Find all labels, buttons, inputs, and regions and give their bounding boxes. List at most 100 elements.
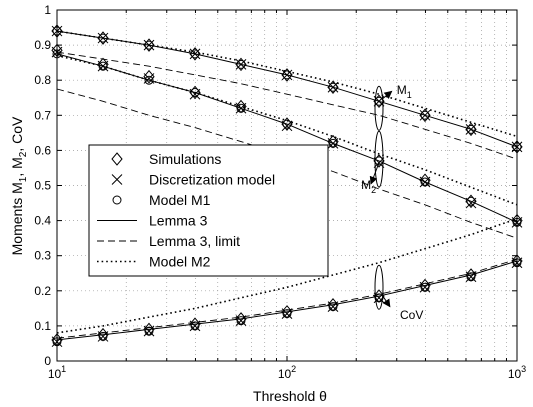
legend-entry: Simulations (111, 151, 221, 167)
marker-x (281, 308, 293, 319)
y-tick-label: 1 (44, 3, 51, 17)
cov-group-ellipse (374, 264, 384, 310)
marker-circle (98, 61, 108, 71)
series-line (56, 258, 518, 339)
series-m1-x (51, 25, 523, 153)
legend-label: Lemma 3 (149, 213, 208, 229)
m1-group-ellipse (374, 85, 384, 131)
marker-circle (236, 103, 246, 113)
series-line (56, 51, 518, 160)
annotation-text: CoV (400, 308, 423, 322)
marker-x (111, 174, 123, 185)
annotation-sub: 1 (407, 90, 412, 100)
series-line (56, 30, 518, 148)
marker-circle (236, 59, 246, 69)
marker-circle (282, 309, 292, 319)
marker-circle (282, 70, 292, 80)
x-tick-exponent: 1 (61, 364, 66, 374)
x-tick-label: 101 (48, 364, 66, 381)
marker-circle (466, 196, 476, 206)
y-tick-label: 0.2 (34, 284, 51, 298)
legend-entry: Lemma 3, limit (97, 233, 240, 249)
marker-circle (328, 138, 338, 148)
marker-x (327, 301, 339, 312)
marker-x (419, 281, 431, 293)
y-axis-label: Moments M1, M2, CoV (9, 116, 29, 255)
y-tick-label: 0.9 (34, 38, 51, 52)
x-tick-label: 102 (278, 364, 296, 381)
y-axis-label-sub1: 1 (18, 176, 29, 182)
marker-circle (328, 82, 338, 92)
x-tick-label: 103 (508, 364, 526, 381)
series-m2-dashed (56, 88, 518, 239)
series-m1-circle (52, 26, 522, 152)
series-cov-dashed (56, 258, 518, 339)
annotation-label: M1 (397, 83, 412, 100)
annotation-sub: 2 (371, 185, 376, 195)
marker-circle (420, 177, 430, 187)
marker-diamond (111, 152, 123, 166)
marker-circle (466, 124, 476, 134)
legend-entry: Model M2 (97, 254, 211, 270)
series-cov-solid (56, 260, 518, 341)
m2-group-ellipse (374, 130, 384, 188)
x-tick-base: 10 (508, 367, 522, 381)
series-line (56, 260, 518, 341)
marker-circle (190, 49, 200, 59)
marker-circle (236, 316, 246, 326)
series-m2-circle (52, 49, 522, 227)
marker-circle (282, 119, 292, 129)
y-tick-label: 0 (44, 354, 51, 368)
x-tick-base: 10 (48, 367, 62, 381)
legend-entry: Discretization model (111, 172, 275, 188)
series-m1-dashed (56, 51, 518, 160)
marker-circle (190, 321, 200, 331)
series-m1-diamond (51, 24, 523, 154)
legend-entry: Lemma 3 (97, 213, 208, 229)
m2-arrow (369, 162, 380, 185)
marker-circle (420, 110, 430, 120)
marker-circle (190, 87, 200, 97)
marker-x (465, 271, 477, 283)
series-m1-dotted (56, 30, 518, 138)
legend-label: Model M1 (149, 192, 211, 208)
annotation-text: M (361, 178, 371, 192)
legend-label: Discretization model (149, 172, 275, 188)
m1-arrow (381, 90, 393, 100)
x-tick-exponent: 2 (291, 364, 296, 374)
annotation-label: M2 (361, 178, 376, 195)
y-tick-label: 0.4 (34, 214, 51, 228)
legend-box (88, 144, 329, 277)
y-tick-label: 0.5 (34, 179, 51, 193)
legend-label: Model M2 (149, 254, 211, 270)
marker-circle (420, 282, 430, 292)
y-tick-label: 0.8 (34, 73, 51, 87)
marker-circle (328, 302, 338, 312)
y-axis-label-part: , CoV (9, 116, 25, 152)
legend: Simulations Discretization model Model M1 L… (88, 144, 329, 277)
series-m1-solid (56, 30, 518, 148)
marker-circle (112, 195, 122, 205)
marker-circle (98, 331, 108, 341)
legend-label: Lemma 3, limit (149, 233, 240, 249)
x-tick-exponent: 3 (521, 364, 526, 374)
x-axis-label: Threshold θ (253, 388, 327, 404)
marker-circle (466, 272, 476, 282)
annotation-label: CoV (400, 308, 423, 322)
legend-entry: Model M1 (112, 192, 211, 208)
series-layer (51, 24, 523, 348)
annotation-text: M (397, 83, 407, 97)
series-line (56, 30, 518, 138)
y-axis-label-sub2: 2 (18, 151, 29, 157)
marker-x (97, 331, 109, 342)
marker-circle (144, 75, 154, 85)
y-tick-label: 0.1 (34, 319, 51, 333)
y-axis-label-part: , M (9, 157, 25, 176)
legend-label: Simulations (149, 151, 221, 167)
y-tick-label: 0.6 (34, 143, 51, 157)
x-tick-base: 10 (278, 367, 292, 381)
marker-circle (144, 326, 154, 336)
